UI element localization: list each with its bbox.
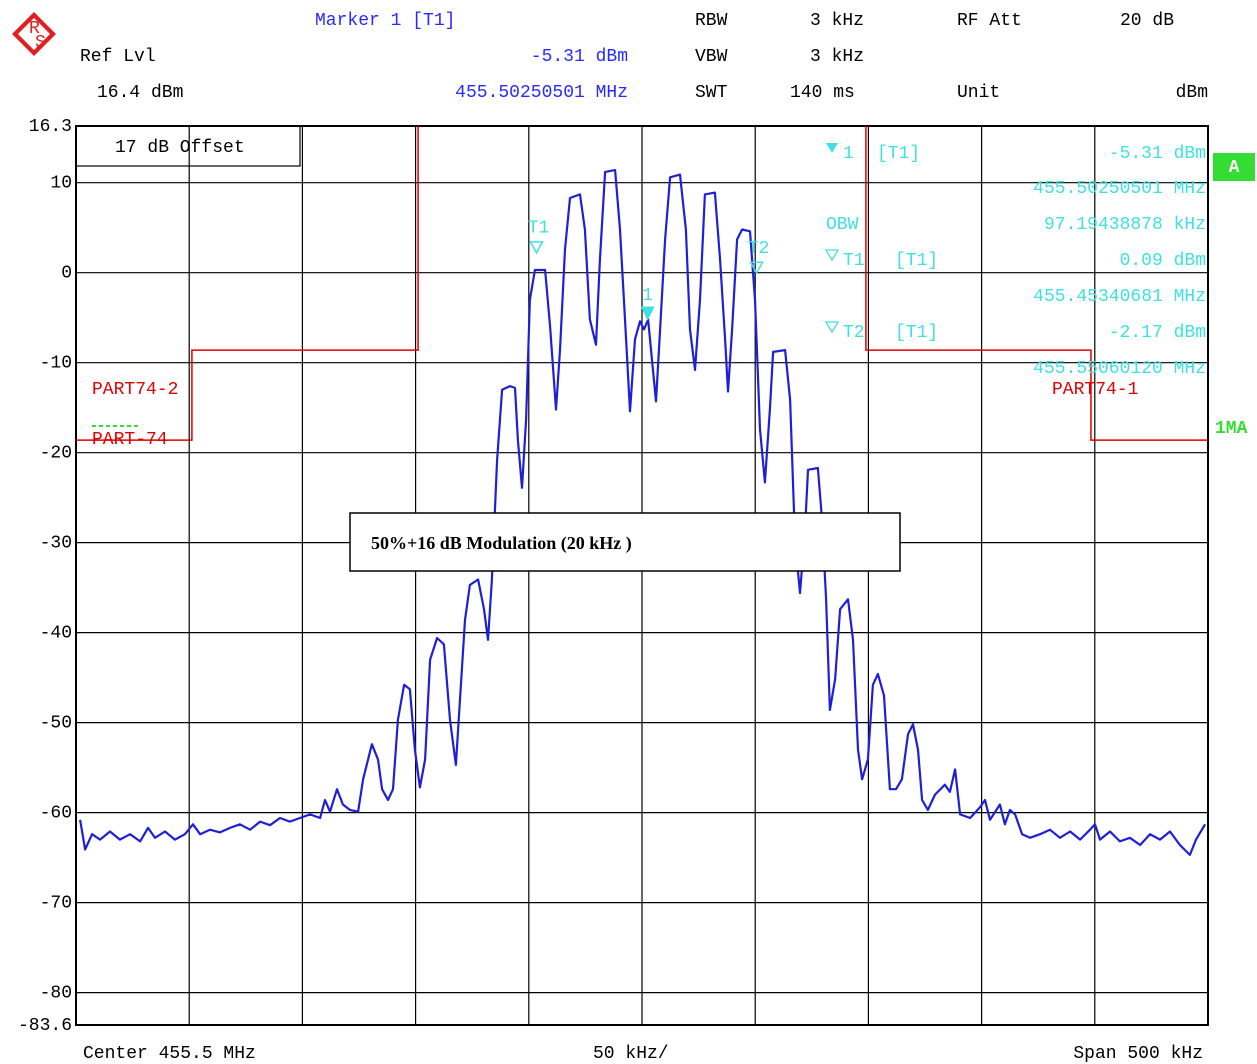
offset-box [75,125,301,167]
marker [529,241,544,255]
display-line-label: PART-74 [92,430,168,450]
ref-lvl-label: Ref Lvl [80,47,156,67]
marker [749,261,764,275]
y-tick-label: -40 [40,623,72,643]
marker-freq: 455.50250501 MHz [455,83,628,103]
readout-trace: [T1] [877,144,920,164]
rf-att: 20 dB [1120,11,1174,31]
marker-symbol [824,321,840,334]
readout-name: 1 [843,144,854,164]
readout-trace: [T1] [895,323,938,343]
y-tick-label: -10 [40,353,72,373]
logo: R S [12,12,56,56]
limit-line [865,126,1208,441]
y-tick-label: -30 [40,533,72,553]
readout-freq: 455.50250501 MHz [1033,179,1206,199]
marker-title: Marker 1 [T1] [315,11,455,31]
svg-text:R: R [29,19,40,39]
unit: dBm [1176,83,1208,103]
obw-label: OBW [826,215,859,235]
span: Span 500 kHz [1073,1044,1203,1064]
svg-text:S: S [35,33,46,53]
rf-att-label: RF Att [957,11,1022,31]
annotation: 50%+16 dB Modulation (20 kHz ) [371,533,632,554]
annotation-box [349,512,901,572]
ref-lvl: 16.4 dBm [97,83,183,103]
unit-label: Unit [957,83,1000,103]
vbw-label: VBW [695,47,728,67]
marker-label: T1 [528,219,550,239]
y-tick-label: -20 [40,443,72,463]
readout-name: T1 [843,251,865,271]
vbw: 3 kHz [810,47,864,67]
obw-value: 97.19438878 kHz [1044,215,1206,235]
screen-badge [1213,153,1255,181]
plot-frame [75,125,1209,1026]
readout-freq: 455.45340681 MHz [1033,287,1206,307]
y-tick-label: -80 [40,983,72,1003]
readout-level: -2.17 dBm [1109,323,1206,343]
y-tick-label: 10 [50,173,72,193]
marker-symbol [826,143,838,153]
trace [79,169,1207,856]
marker-symbol [824,249,840,262]
marker-level: -5.31 dBm [531,47,628,67]
readout-level: -5.31 dBm [1109,144,1206,164]
readout-level: 0.09 dBm [1120,251,1206,271]
y-tick-label: -83.6 [18,1016,72,1036]
limit-label: PART74-2 [92,380,178,400]
readout-trace: [T1] [895,251,938,271]
y-tick-label: -50 [40,713,72,733]
rbw-label: RBW [695,11,728,31]
limit-line [76,126,419,441]
offset-label: 17 dB Offset [115,138,245,158]
trace-label: 1MA [1215,419,1248,439]
division: 50 kHz/ [593,1044,669,1064]
swt-label: SWT [695,83,728,103]
y-tick-label: 16.3 [29,117,72,137]
marker-label: 1 [642,286,653,306]
rbw: 3 kHz [810,11,864,31]
y-tick-label: 0 [61,263,72,283]
y-tick-label: -60 [40,803,72,823]
screen-label: A [1229,158,1240,178]
marker [640,306,655,321]
swt: 140 ms [790,83,855,103]
readout-name: T2 [843,323,865,343]
center: Center 455.5 MHz [83,1044,256,1064]
readout-freq: 455.55060120 MHz [1033,359,1206,379]
limit-label: PART74-1 [1052,380,1138,400]
y-tick-label: -70 [40,893,72,913]
marker-label: T2 [748,239,770,259]
